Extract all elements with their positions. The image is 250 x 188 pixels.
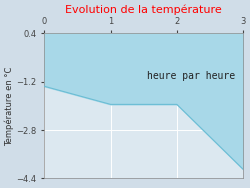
Y-axis label: Température en °C: Température en °C [4,66,14,146]
Text: heure par heure: heure par heure [147,71,235,81]
Title: Evolution de la température: Evolution de la température [65,4,222,15]
